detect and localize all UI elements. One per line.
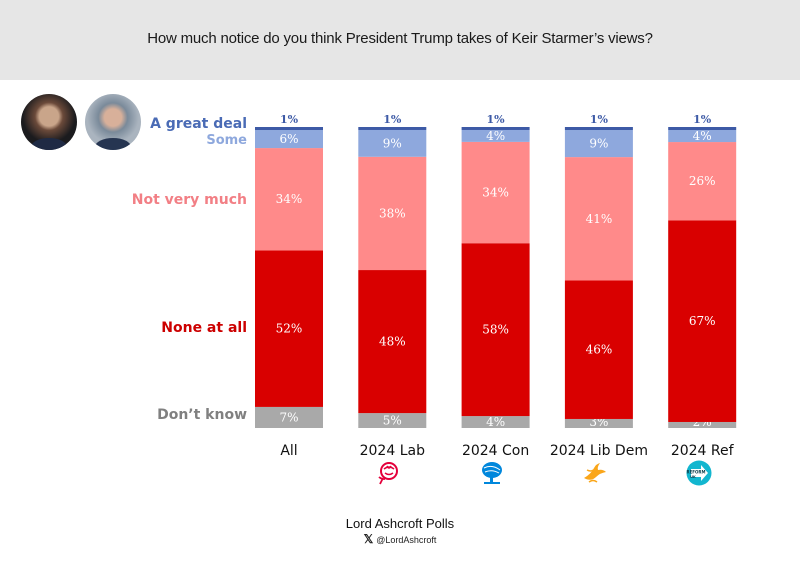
bar-segment-not-very-much-2024-lib-dem	[564, 157, 633, 281]
starmer-suit	[95, 138, 131, 150]
x-tick-label-2024-ref: 2024 Ref	[671, 443, 735, 459]
x-logo-icon: 𝕏	[363, 532, 374, 546]
bar-segment-none-at-all-2024-lib-dem	[564, 280, 633, 419]
value-label-not-very-much-2024-lab: 38%	[379, 206, 406, 220]
bar-segment-some-2024-lib-dem	[564, 130, 633, 158]
value-label-some-all: 6%	[279, 132, 298, 146]
bar-segment-none-at-all-2024-lab	[358, 270, 427, 414]
bar-segment-not-very-much-2024-lab	[358, 156, 427, 271]
bar-segment-not-very-much-all	[255, 148, 323, 251]
bar-segment-don-t-know-all	[255, 406, 323, 428]
value-label-none-at-all-2024-lib-dem: 46%	[586, 343, 613, 357]
value-label-none-at-all-all: 52%	[276, 322, 303, 336]
value-label-some-2024-lab: 9%	[383, 136, 402, 150]
chart-title: How much notice do you think President T…	[147, 30, 653, 47]
bar-segment-a-great-deal-2024-ref	[668, 127, 737, 131]
value-label-not-very-much-2024-lib-dem: 41%	[586, 212, 613, 226]
bar-segment-not-very-much-2024-ref	[668, 142, 737, 221]
value-label-don-t-know-2024-lab: 5%	[383, 414, 402, 428]
value-label-none-at-all-2024-con: 58%	[482, 323, 509, 337]
x-tick-label-all: All	[280, 443, 297, 459]
svg-text:REFORM: REFORM	[686, 470, 705, 475]
source-label: Lord Ashcroft Polls	[345, 516, 455, 531]
value-label-a-great-deal-2024-lab: 1%	[383, 113, 402, 126]
labour-rose-icon	[378, 462, 398, 485]
value-label-a-great-deal-2024-lib-dem: 1%	[590, 113, 609, 126]
value-label-some-2024-con: 4%	[486, 129, 505, 143]
bar-segment-some-2024-con	[461, 129, 530, 142]
bar-segment-a-great-deal-all	[255, 127, 323, 131]
legend-label-none-at-all: None at all	[161, 320, 247, 336]
legend-label-dont-know: Don’t know	[157, 407, 247, 423]
value-label-not-very-much-2024-ref: 26%	[689, 174, 716, 188]
bar-segment-none-at-all-all	[255, 250, 323, 407]
value-label-not-very-much-all: 34%	[276, 192, 303, 206]
value-label-a-great-deal-2024-ref: 1%	[693, 113, 712, 126]
bar-segment-don-t-know-2024-ref	[668, 421, 737, 428]
bar-segment-don-t-know-2024-con	[461, 416, 530, 428]
value-label-some-2024-lib-dem: 9%	[589, 137, 608, 151]
value-label-don-t-know-all: 7%	[279, 410, 298, 424]
libdem-bird-icon	[584, 463, 606, 483]
value-label-a-great-deal-all: 1%	[280, 113, 299, 126]
value-label-don-t-know-2024-con: 4%	[486, 415, 505, 429]
starmer-avatar	[85, 94, 141, 150]
legend-label-great-deal: A great deal	[150, 116, 247, 132]
bar-segment-a-great-deal-2024-lab	[358, 127, 427, 130]
handle-text: @LordAshcroft	[376, 535, 437, 545]
bar-segment-a-great-deal-2024-con	[461, 127, 530, 130]
trump-avatar	[21, 94, 77, 150]
bar-segment-none-at-all-2024-con	[461, 243, 530, 417]
bar-segment-not-very-much-2024-con	[461, 141, 530, 244]
header-band: How much notice do you think President T…	[0, 0, 800, 80]
legend-label-not-very-much: Not very much	[131, 192, 247, 208]
trump-suit	[31, 138, 67, 150]
value-label-a-great-deal-2024-con: 1%	[487, 113, 506, 126]
reform-uk-arrow-icon: REFORM UK	[686, 460, 712, 486]
bar-segment-don-t-know-2024-lab	[358, 413, 427, 428]
value-label-none-at-all-2024-ref: 67%	[689, 314, 716, 328]
bar-segment-some-all	[255, 130, 323, 149]
social-handle[interactable]: 𝕏 @LordAshcroft	[0, 532, 800, 546]
x-tick-label-2024-lib-dem: 2024 Lib Dem	[550, 443, 648, 459]
legend-label-some: Some	[206, 133, 247, 148]
value-label-not-very-much-2024-con: 34%	[482, 186, 509, 200]
bar-segment-none-at-all-2024-ref	[668, 220, 737, 422]
value-label-some-2024-ref: 4%	[693, 129, 712, 143]
bar-segment-don-t-know-2024-lib-dem	[564, 418, 633, 428]
bar-segment-some-2024-ref	[668, 130, 737, 143]
bar-segment-some-2024-lab	[358, 129, 427, 157]
svg-text:UK: UK	[690, 475, 696, 479]
bar-segment-a-great-deal-2024-lib-dem	[564, 127, 633, 131]
x-tick-label-2024-lab: 2024 Lab	[360, 443, 425, 459]
value-label-none-at-all-2024-lab: 48%	[379, 335, 406, 349]
conservative-tree-icon	[482, 462, 502, 484]
x-tick-label-2024-con: 2024 Con	[462, 443, 529, 459]
